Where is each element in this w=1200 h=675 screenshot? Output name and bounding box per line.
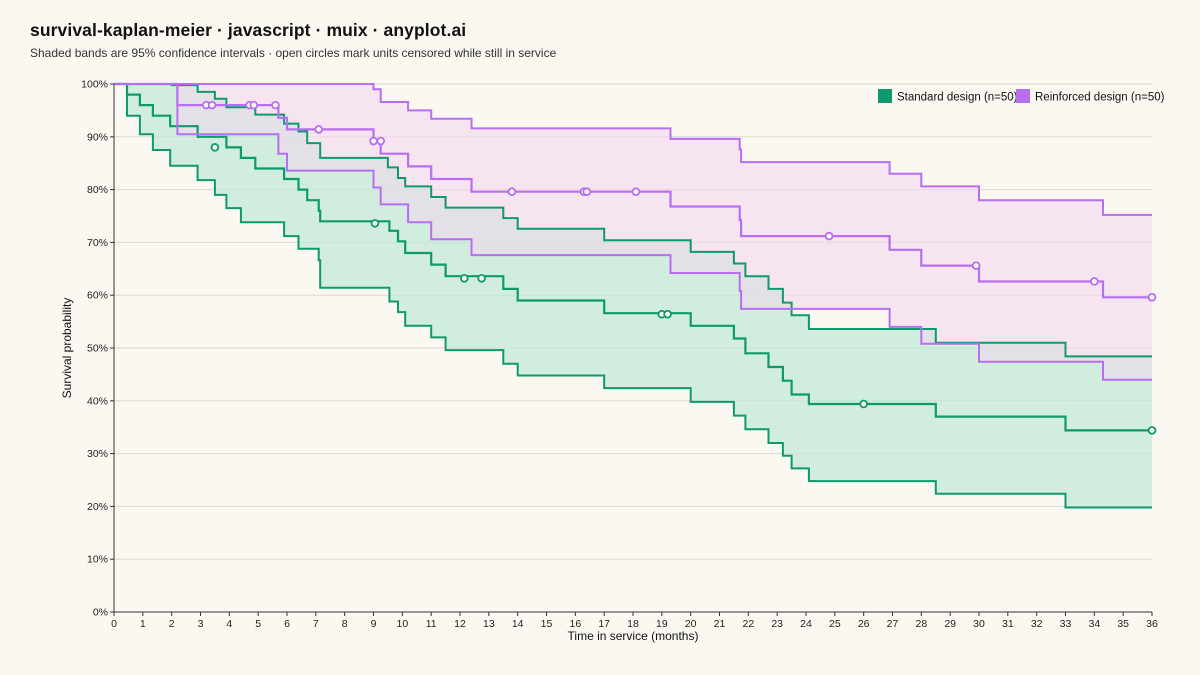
x-tick-label: 18 (627, 618, 639, 630)
x-tick-label: 5 (255, 618, 261, 630)
x-tick-label: 10 (396, 618, 408, 630)
ci-lower-line-1 (114, 83, 1152, 509)
censor-marker (460, 274, 469, 283)
x-tick-label: 14 (512, 618, 524, 630)
x-tick-label: 2 (169, 618, 175, 630)
x-tick-label: 11 (426, 618, 437, 630)
y-tick-label: 50% (87, 343, 108, 355)
x-tick-label: 29 (944, 618, 956, 630)
x-tick-label: 25 (829, 618, 841, 630)
y-tick-label: 80% (87, 184, 108, 196)
censor-marker (631, 187, 641, 197)
y-tick-label: 90% (87, 131, 108, 143)
censor-marker (249, 100, 259, 110)
x-tick-label: 24 (800, 618, 812, 630)
censor-marker (1090, 277, 1099, 286)
x-tick-label: 12 (454, 618, 466, 630)
censor-marker (477, 274, 486, 283)
legend-item-1: Standard design (n=50) (878, 89, 1018, 104)
x-tick-label: 27 (887, 618, 899, 630)
x-tick-label: 36 (1146, 618, 1158, 630)
x-tick-label: 13 (483, 618, 495, 630)
censor-marker (824, 231, 834, 241)
x-tick-label: 19 (656, 618, 668, 630)
censor-marker (369, 136, 378, 146)
y-axis-label: Survival probability (60, 298, 74, 399)
x-tick-label: 15 (541, 618, 553, 630)
legend: Standard design (n=50) Reinforced design … (878, 89, 1165, 104)
x-tick-label: 33 (1060, 618, 1072, 630)
x-tick-label: 1 (140, 618, 146, 630)
y-tick-label: 10% (87, 554, 108, 566)
ci-upper-line-1 (114, 83, 1152, 358)
ci-lower-line-2 (114, 83, 1152, 381)
x-tick-label: 23 (771, 618, 783, 630)
censor-marker (271, 100, 280, 110)
censor-marker (971, 261, 981, 270)
censor-marker (376, 136, 386, 146)
chart-title: survival-kaplan-meier · javascript · mui… (30, 20, 467, 40)
x-tick-label: 4 (226, 618, 232, 630)
x-tick-label: 7 (313, 618, 319, 630)
x-tick-label: 35 (1117, 618, 1129, 630)
censor-marker (1147, 293, 1157, 302)
y-tick-label: 20% (87, 501, 108, 513)
y-tick-label: 100% (81, 79, 108, 91)
survival-curves (114, 82, 1152, 509)
confidence-bands (114, 84, 1152, 508)
legend-swatch (878, 89, 892, 103)
x-tick-label: 26 (858, 618, 870, 630)
censor-markers (201, 100, 1157, 435)
y-tick-label: 0% (93, 607, 108, 619)
y-tick-label: 70% (87, 237, 108, 249)
censor-marker (210, 143, 220, 152)
chart-subtitle: Shaded bands are 95% confidence interval… (30, 46, 557, 60)
x-tick-label: 34 (1088, 618, 1100, 630)
x-tick-label: 8 (342, 618, 348, 630)
censor-marker (507, 187, 517, 197)
confidence-band-1 (114, 84, 1152, 508)
x-tick-label: 21 (714, 618, 726, 630)
censor-marker (859, 399, 868, 409)
y-tick-label: 30% (87, 448, 108, 460)
x-tick-label: 32 (1031, 618, 1043, 630)
legend-swatch (1016, 89, 1030, 103)
legend-item-2: Reinforced design (n=50) (1016, 89, 1165, 104)
censor-marker (370, 219, 380, 228)
x-tick-label: 30 (973, 618, 985, 630)
ci-upper-line-2 (114, 83, 1152, 216)
legend-label: Standard design (n=50) (897, 92, 1018, 104)
censor-marker (663, 309, 672, 319)
x-tick-label: 3 (198, 618, 204, 630)
x-tick-label: 9 (371, 618, 377, 630)
x-tick-label: 6 (284, 618, 290, 630)
censor-marker (582, 187, 592, 197)
censor-marker (314, 125, 324, 134)
y-tick-label: 60% (87, 290, 108, 302)
survival-line-2 (114, 82, 1152, 299)
x-tick-label: 0 (111, 618, 117, 630)
x-axis-label: Time in service (months) (568, 629, 699, 643)
axes: 0%10%20%30%40%50%60%70%80%90%100%0 1 2 3 4 5 6… (81, 79, 1158, 631)
x-tick-label: 22 (742, 618, 754, 630)
legend-label: Reinforced design (n=50) (1035, 92, 1165, 104)
x-tick-label: 20 (685, 618, 697, 630)
censor-marker (1147, 426, 1157, 435)
x-tick-label: 17 (598, 618, 610, 630)
x-tick-label: 31 (1002, 618, 1014, 630)
y-tick-label: 40% (87, 395, 108, 407)
survival-line-1 (114, 82, 1152, 432)
censor-marker (207, 100, 217, 110)
x-tick-label: 28 (915, 618, 927, 630)
x-tick-label: 16 (569, 618, 581, 630)
